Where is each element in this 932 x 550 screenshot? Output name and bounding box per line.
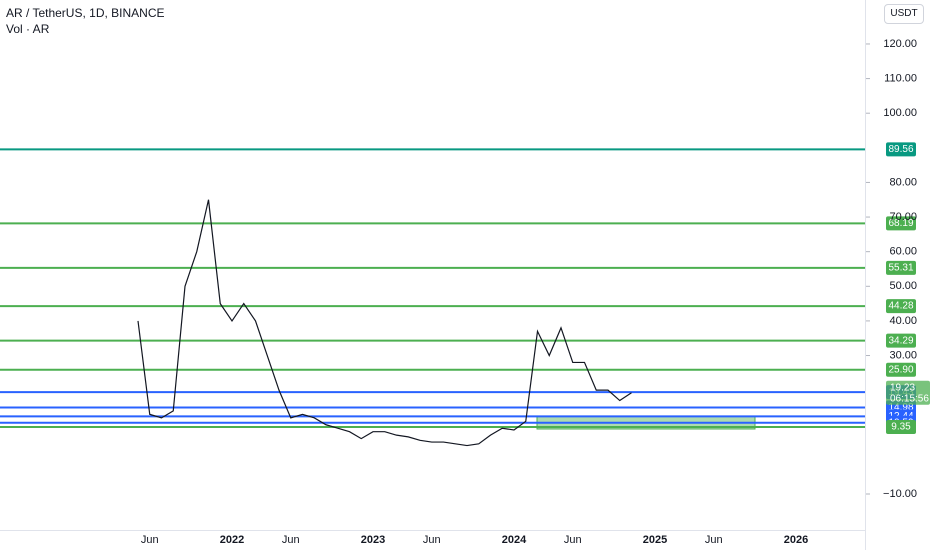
- level-label: 68.19: [888, 218, 913, 229]
- y-tick-label: 70.00: [889, 211, 917, 223]
- volume-legend: Vol · AR: [6, 22, 50, 36]
- level-label-bg: [886, 362, 916, 377]
- level-label: 55.31: [888, 263, 913, 274]
- x-tick-label: Jun: [564, 534, 582, 546]
- y-tick-label: 40.00: [889, 315, 917, 327]
- x-tick-label: 2022: [220, 534, 244, 546]
- y-tick-label: 100.00: [883, 107, 917, 119]
- x-tick-label: 2023: [361, 534, 385, 546]
- x-tick-label: Jun: [705, 534, 723, 546]
- x-tick-label: 2024: [502, 534, 527, 546]
- currency-button[interactable]: USDT: [884, 4, 924, 24]
- level-label-bg: [886, 299, 916, 314]
- x-tick-label: 2026: [784, 534, 808, 546]
- x-tick-label: 2025: [643, 534, 667, 546]
- level-label: 25.90: [888, 364, 913, 375]
- y-tick-label: 80.00: [889, 176, 917, 188]
- level-label: 89.56: [888, 144, 913, 155]
- header: AR / TetherUS, 1D, BINANCE Vol · AR: [6, 5, 165, 37]
- x-tick-label: Jun: [282, 534, 300, 546]
- y-tick-label: 110.00: [884, 72, 917, 84]
- symbol-title: AR / TetherUS, 1D, BINANCE: [6, 6, 165, 20]
- level-label-bg: [886, 333, 916, 348]
- level-label: 44.28: [888, 301, 913, 312]
- y-tick-label: 60.00: [889, 246, 917, 258]
- y-tick-label: 120.00: [883, 38, 917, 50]
- level-label-bg: [886, 216, 916, 231]
- current-price-bg: [886, 380, 930, 405]
- y-tick-label: −10.00: [883, 488, 917, 500]
- y-tick-label: 30.00: [889, 349, 917, 361]
- level-label-bg: [886, 142, 916, 157]
- current-price-label: 19.23: [890, 382, 915, 393]
- level-label-bg: [886, 420, 916, 435]
- y-tick-label: 50.00: [889, 280, 917, 292]
- level-label: 14.98: [888, 402, 913, 413]
- x-tick-label: Jun: [141, 534, 159, 546]
- level-label: 9.35: [891, 422, 911, 433]
- level-label-bg: [886, 260, 916, 275]
- x-tick-label: Jun: [423, 534, 441, 546]
- level-label: 34.29: [888, 335, 913, 346]
- countdown-label: 06:15:56: [890, 393, 929, 404]
- price-line: [137, 199, 632, 447]
